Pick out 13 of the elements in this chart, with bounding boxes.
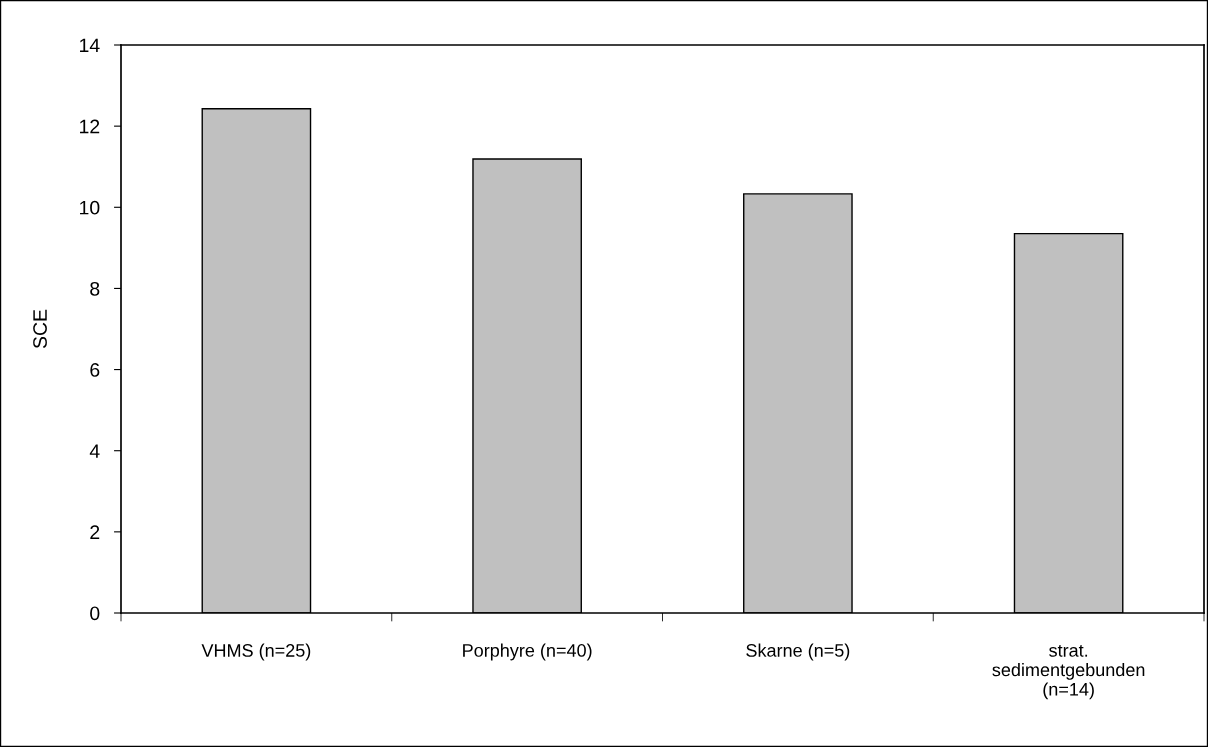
x-tick-label: VHMS (n=25) bbox=[201, 643, 311, 661]
y-tick-label: 4 bbox=[89, 444, 100, 458]
y-tick-label: 8 bbox=[90, 281, 100, 296]
y-tick-label: 2 bbox=[90, 525, 100, 539]
y-tick-label: 10 bbox=[80, 200, 100, 215]
x-tick-label: Skarne (n=5) bbox=[746, 643, 850, 661]
y-axis-title: SCE bbox=[33, 309, 47, 349]
y-tick-label: 0 bbox=[90, 606, 100, 621]
x-tick-label: Porphyre (n=40) bbox=[463, 643, 592, 661]
y-tick-label: 6 bbox=[90, 363, 100, 377]
y-tick-label: 14 bbox=[80, 38, 100, 53]
y-tick-label: 12 bbox=[80, 119, 100, 134]
x-tick-label: strat. sedimentgebunden (n=14) bbox=[992, 644, 1145, 700]
